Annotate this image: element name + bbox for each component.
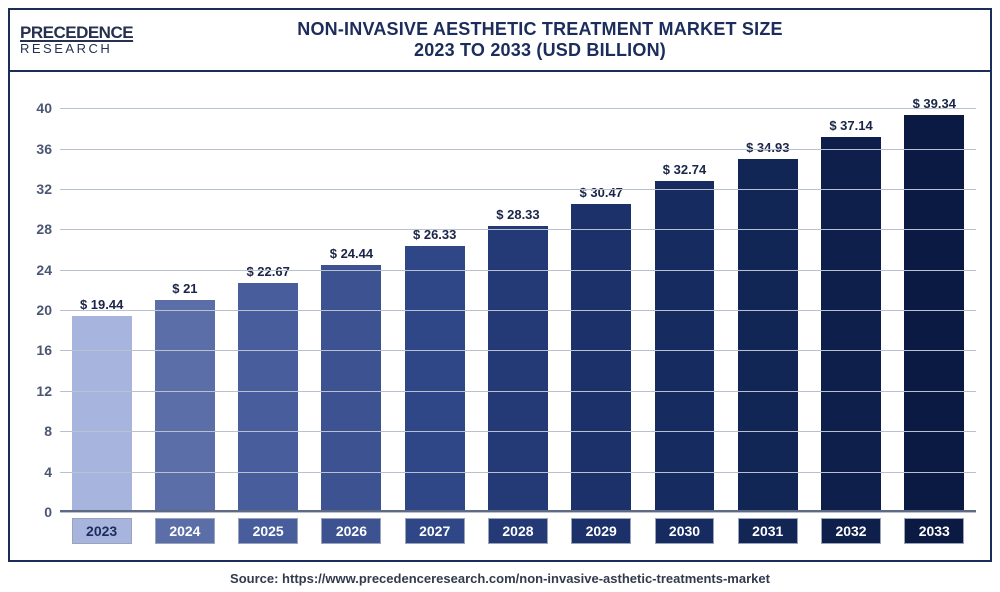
bar: [655, 181, 715, 512]
bar: [72, 316, 132, 512]
source-text: Source: https://www.precedenceresearch.c…: [0, 571, 1000, 586]
x-tick: 2026: [310, 516, 393, 546]
bar-slot: $ 30.47: [560, 88, 643, 512]
grid-line: [60, 229, 976, 230]
grid-line: [60, 189, 976, 190]
bar: [155, 300, 215, 512]
y-tick-label: 28: [36, 221, 60, 237]
x-tick-label: 2025: [238, 518, 298, 544]
bar-slot: $ 26.33: [393, 88, 476, 512]
grid-line: [60, 512, 976, 513]
grid-line: [60, 310, 976, 311]
bar-value-label: $ 21: [143, 281, 226, 296]
bar-slot: $ 39.34: [893, 88, 976, 512]
bar-slot: $ 22.67: [227, 88, 310, 512]
logo-top: PRECEDENCE: [20, 25, 150, 41]
x-tick: 2027: [393, 516, 476, 546]
bar-value-label: $ 32.74: [643, 162, 726, 177]
grid-line: [60, 431, 976, 432]
bar-slot: $ 32.74: [643, 88, 726, 512]
y-tick-label: 20: [36, 302, 60, 318]
y-tick-label: 8: [44, 423, 60, 439]
x-tick-label: 2024: [155, 518, 215, 544]
x-tick: 2029: [560, 516, 643, 546]
x-tick: 2031: [726, 516, 809, 546]
x-tick: 2033: [893, 516, 976, 546]
bar-slot: $ 24.44: [310, 88, 393, 512]
bar: [321, 265, 381, 512]
y-tick-label: 4: [44, 464, 60, 480]
bar-slot: $ 34.93: [726, 88, 809, 512]
x-tick-label: 2027: [405, 518, 465, 544]
bar: [238, 283, 298, 512]
y-tick-label: 36: [36, 141, 60, 157]
x-tick: 2030: [643, 516, 726, 546]
y-tick-label: 12: [36, 383, 60, 399]
grid-line: [60, 472, 976, 473]
x-tick: 2024: [143, 516, 226, 546]
x-tick-label: 2028: [488, 518, 548, 544]
grid-line: [60, 149, 976, 150]
chart-frame: PRECEDENCE RESEARCH NON-INVASIVE AESTHET…: [8, 8, 992, 562]
x-axis: 2023 2024 2025 2026 2027 2028 2029 2030 2031 2032…: [60, 516, 976, 546]
x-tick: 2023: [60, 516, 143, 546]
title-line-2: 2023 TO 2033 (USD BILLION): [160, 40, 920, 61]
bar: [738, 159, 798, 512]
bar-value-label: $ 28.33: [476, 207, 559, 222]
y-tick-label: 16: [36, 342, 60, 358]
bar: [571, 204, 631, 512]
plot-area: $ 19.44$ 21$ 22.67$ 24.44$ 26.33$ 28.33$…: [60, 88, 976, 512]
x-tick: 2032: [809, 516, 892, 546]
logo-bottom: RESEARCH: [20, 43, 150, 55]
x-tick-label: 2033: [904, 518, 964, 544]
x-tick-label: 2031: [738, 518, 798, 544]
bar-slot: $ 28.33: [476, 88, 559, 512]
bar-value-label: $ 30.47: [560, 185, 643, 200]
grid-line: [60, 108, 976, 109]
grid-line: [60, 350, 976, 351]
bar-value-label: $ 22.67: [227, 264, 310, 279]
logo: PRECEDENCE RESEARCH: [10, 19, 160, 61]
bar-slot: $ 19.44: [60, 88, 143, 512]
y-tick-label: 32: [36, 181, 60, 197]
grid-line: [60, 270, 976, 271]
x-tick: 2028: [476, 516, 559, 546]
x-tick-label: 2026: [321, 518, 381, 544]
bar-slot: $ 37.14: [809, 88, 892, 512]
y-tick-label: 0: [44, 504, 60, 520]
bar-value-label: $ 24.44: [310, 246, 393, 261]
bar: [821, 137, 881, 512]
x-tick-label: 2030: [655, 518, 715, 544]
title-line-1: NON-INVASIVE AESTHETIC TREATMENT MARKET …: [160, 19, 920, 40]
x-tick-label: 2029: [571, 518, 631, 544]
grid-line: [60, 391, 976, 392]
chart-title: NON-INVASIVE AESTHETIC TREATMENT MARKET …: [160, 19, 920, 61]
header: PRECEDENCE RESEARCH NON-INVASIVE AESTHET…: [10, 10, 990, 72]
x-tick-label: 2023: [72, 518, 132, 544]
bar-slot: $ 21: [143, 88, 226, 512]
bars-container: $ 19.44$ 21$ 22.67$ 24.44$ 26.33$ 28.33$…: [60, 88, 976, 512]
y-tick-label: 24: [36, 262, 60, 278]
bar-value-label: $ 37.14: [809, 118, 892, 133]
x-tick: 2025: [227, 516, 310, 546]
bar: [904, 115, 964, 512]
x-tick-label: 2032: [821, 518, 881, 544]
y-tick-label: 40: [36, 100, 60, 116]
